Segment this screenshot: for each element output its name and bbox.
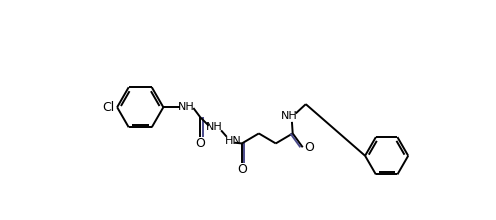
Text: NH: NH xyxy=(280,112,297,121)
Text: O: O xyxy=(195,137,205,150)
Text: NH: NH xyxy=(206,122,223,132)
Text: O: O xyxy=(304,141,314,154)
Text: HN: HN xyxy=(225,136,242,146)
Text: NH: NH xyxy=(178,102,195,112)
Text: O: O xyxy=(237,163,247,176)
Text: Cl: Cl xyxy=(103,101,115,114)
